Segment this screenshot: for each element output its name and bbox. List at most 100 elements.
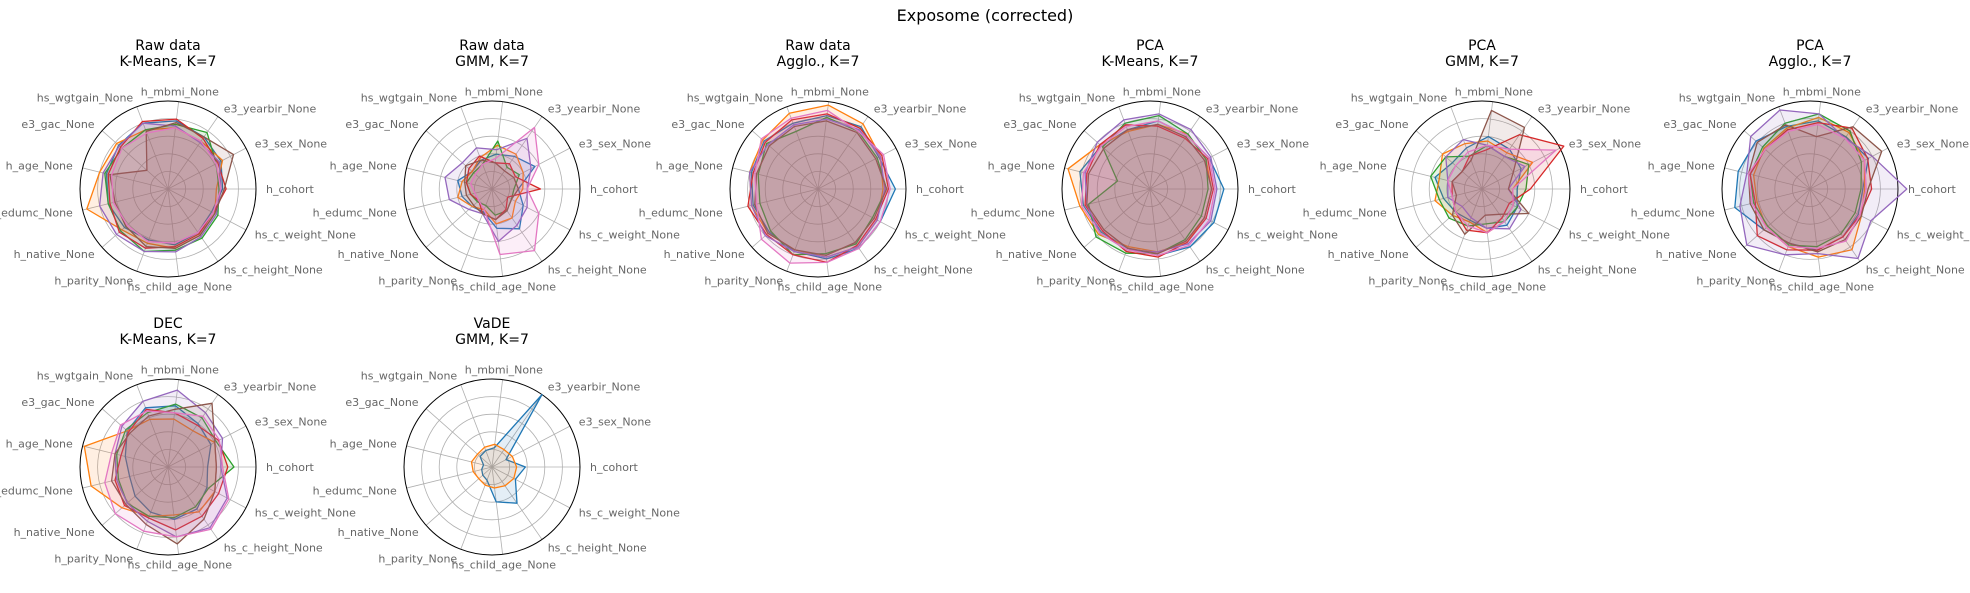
grid-spoke bbox=[425, 188, 493, 248]
polar-frame bbox=[403, 100, 581, 278]
grid-spoke bbox=[1064, 167, 1151, 190]
grid-spoke bbox=[1149, 147, 1229, 190]
grid-spoke bbox=[136, 106, 169, 190]
series-6-polygon bbox=[1747, 124, 1883, 253]
series-2-polygon bbox=[1067, 123, 1213, 253]
grid-spoke bbox=[751, 188, 819, 248]
grid-spoke bbox=[817, 188, 897, 231]
polar-frame bbox=[79, 378, 257, 556]
subplot-title-line: K-Means, K=7 bbox=[120, 54, 217, 70]
grid-spoke bbox=[491, 188, 571, 231]
series-6-polygon bbox=[464, 159, 520, 221]
series-4-polygon bbox=[114, 408, 229, 531]
grid-spoke bbox=[491, 394, 543, 468]
series-3-polygon bbox=[1087, 114, 1209, 255]
axis-label: h_native_None bbox=[14, 248, 95, 261]
series-7-polygon bbox=[469, 126, 540, 256]
axis-label: hs_wgtgain_None bbox=[1679, 91, 1776, 104]
axis-label: hs_c_weight_None bbox=[579, 507, 680, 520]
series-1-polygon bbox=[124, 405, 212, 521]
axis-label: hs_c_weight_None bbox=[579, 229, 680, 242]
subplot-title-line: Agglo., K=7 bbox=[1769, 54, 1852, 70]
axis-label: h_age_None bbox=[6, 438, 73, 451]
grid-spoke bbox=[406, 466, 493, 489]
grid-spoke bbox=[491, 379, 504, 468]
axis-label: h_cohort bbox=[590, 183, 638, 196]
axis-label: hs_c_height_None bbox=[224, 542, 323, 555]
grid-spoke bbox=[167, 101, 180, 190]
grid-spoke bbox=[425, 466, 493, 526]
axis-label: h_edumc_None bbox=[971, 207, 1055, 220]
grid-spoke bbox=[425, 130, 493, 190]
grid-spoke bbox=[491, 466, 571, 509]
radar-chart-3: h_cohort e3_sex_None e3_yearbir_None h_mbmi… bbox=[639, 38, 1006, 293]
axis-label: h_mbmi_None bbox=[141, 86, 219, 99]
grid-spoke bbox=[82, 167, 169, 190]
axis-label: h_parity_None bbox=[1368, 275, 1447, 288]
grid-spoke bbox=[101, 408, 169, 468]
axis-label: hs_child_age_None bbox=[778, 280, 883, 293]
radar-chart-8: h_cohort e3_sex_None e3_yearbir_None h_mbmi… bbox=[313, 316, 680, 571]
axis-label: e3_yearbir_None bbox=[874, 102, 967, 115]
grid-spoke bbox=[167, 466, 180, 555]
axis-label: hs_child_age_None bbox=[128, 558, 233, 571]
axis-label: h_cohort bbox=[1908, 183, 1956, 196]
axis-label: h_edumc_None bbox=[0, 485, 73, 498]
axis-label: h_edumc_None bbox=[1303, 207, 1387, 220]
axis-label: hs_c_weight_None bbox=[1897, 229, 1970, 242]
axis-label: h_parity_None bbox=[704, 275, 783, 288]
grid-spoke bbox=[1778, 188, 1811, 272]
subplot-title-line: Agglo., K=7 bbox=[777, 54, 860, 70]
axis-label: h_native_None bbox=[338, 248, 419, 261]
axis-label: h_edumc_None bbox=[313, 207, 397, 220]
axis-label: h_mbmi_None bbox=[791, 86, 869, 99]
axis-label: hs_c_height_None bbox=[874, 264, 973, 277]
grid-spoke bbox=[1778, 106, 1811, 190]
axis-label: e3_yearbir_None bbox=[1538, 102, 1631, 115]
grid-spoke bbox=[491, 188, 504, 277]
grid-spoke bbox=[732, 167, 819, 190]
axis-label: e3_yearbir_None bbox=[224, 102, 317, 115]
axis-label: e3_gac_None bbox=[21, 396, 94, 409]
axis-label: hs_c_height_None bbox=[1538, 264, 1637, 277]
series-4-polygon bbox=[107, 118, 227, 249]
grid-spoke bbox=[460, 384, 493, 468]
series-7-polygon bbox=[110, 127, 222, 244]
axis-label: hs_child_age_None bbox=[1442, 280, 1547, 293]
axis-label: e3_gac_None bbox=[345, 118, 418, 131]
axis-label: h_age_None bbox=[330, 160, 397, 173]
grid-spoke bbox=[101, 130, 169, 190]
axis-label: hs_wgtgain_None bbox=[687, 91, 784, 104]
radar-chart-7: h_cohort e3_sex_None e3_yearbir_None h_mbmi… bbox=[0, 316, 356, 571]
axis-label: hs_child_age_None bbox=[128, 280, 233, 293]
subplot-title-line: K-Means, K=7 bbox=[1102, 54, 1199, 70]
grid-spoke bbox=[786, 188, 819, 272]
axis-label: h_parity_None bbox=[54, 553, 133, 566]
radar-chart-1: h_cohort e3_sex_None e3_yearbir_None h_mbmi… bbox=[0, 38, 356, 293]
axis-label: h_edumc_None bbox=[639, 207, 723, 220]
axis-label: h_edumc_None bbox=[313, 485, 397, 498]
series-5-polygon bbox=[444, 137, 532, 243]
grid-spoke bbox=[1724, 188, 1811, 211]
axis-label: hs_c_height_None bbox=[548, 264, 647, 277]
grid-spoke bbox=[1083, 188, 1151, 248]
axis-label: h_edumc_None bbox=[1631, 207, 1715, 220]
axis-label: e3_yearbir_None bbox=[1866, 102, 1959, 115]
grid-spoke bbox=[167, 425, 247, 468]
axis-label: hs_c_weight_None bbox=[255, 507, 356, 520]
subplot-title-line: PCA bbox=[1136, 38, 1164, 54]
grid-spoke bbox=[460, 188, 493, 272]
axis-label: hs_wgtgain_None bbox=[37, 91, 134, 104]
axis-label: e3_sex_None bbox=[1569, 138, 1642, 151]
series-4-polygon bbox=[465, 155, 542, 221]
series-2-polygon bbox=[470, 443, 518, 489]
axis-label: h_mbmi_None bbox=[1123, 86, 1201, 99]
axis-label: h_cohort bbox=[266, 183, 314, 196]
axis-label: h_mbmi_None bbox=[465, 364, 543, 377]
axis-label: e3_sex_None bbox=[579, 138, 652, 151]
axis-label: e3_yearbir_None bbox=[548, 102, 641, 115]
grid-spoke bbox=[167, 379, 180, 468]
series-4-polygon bbox=[1451, 134, 1565, 234]
axis-label: h_cohort bbox=[916, 183, 964, 196]
grid-spoke bbox=[817, 188, 869, 262]
